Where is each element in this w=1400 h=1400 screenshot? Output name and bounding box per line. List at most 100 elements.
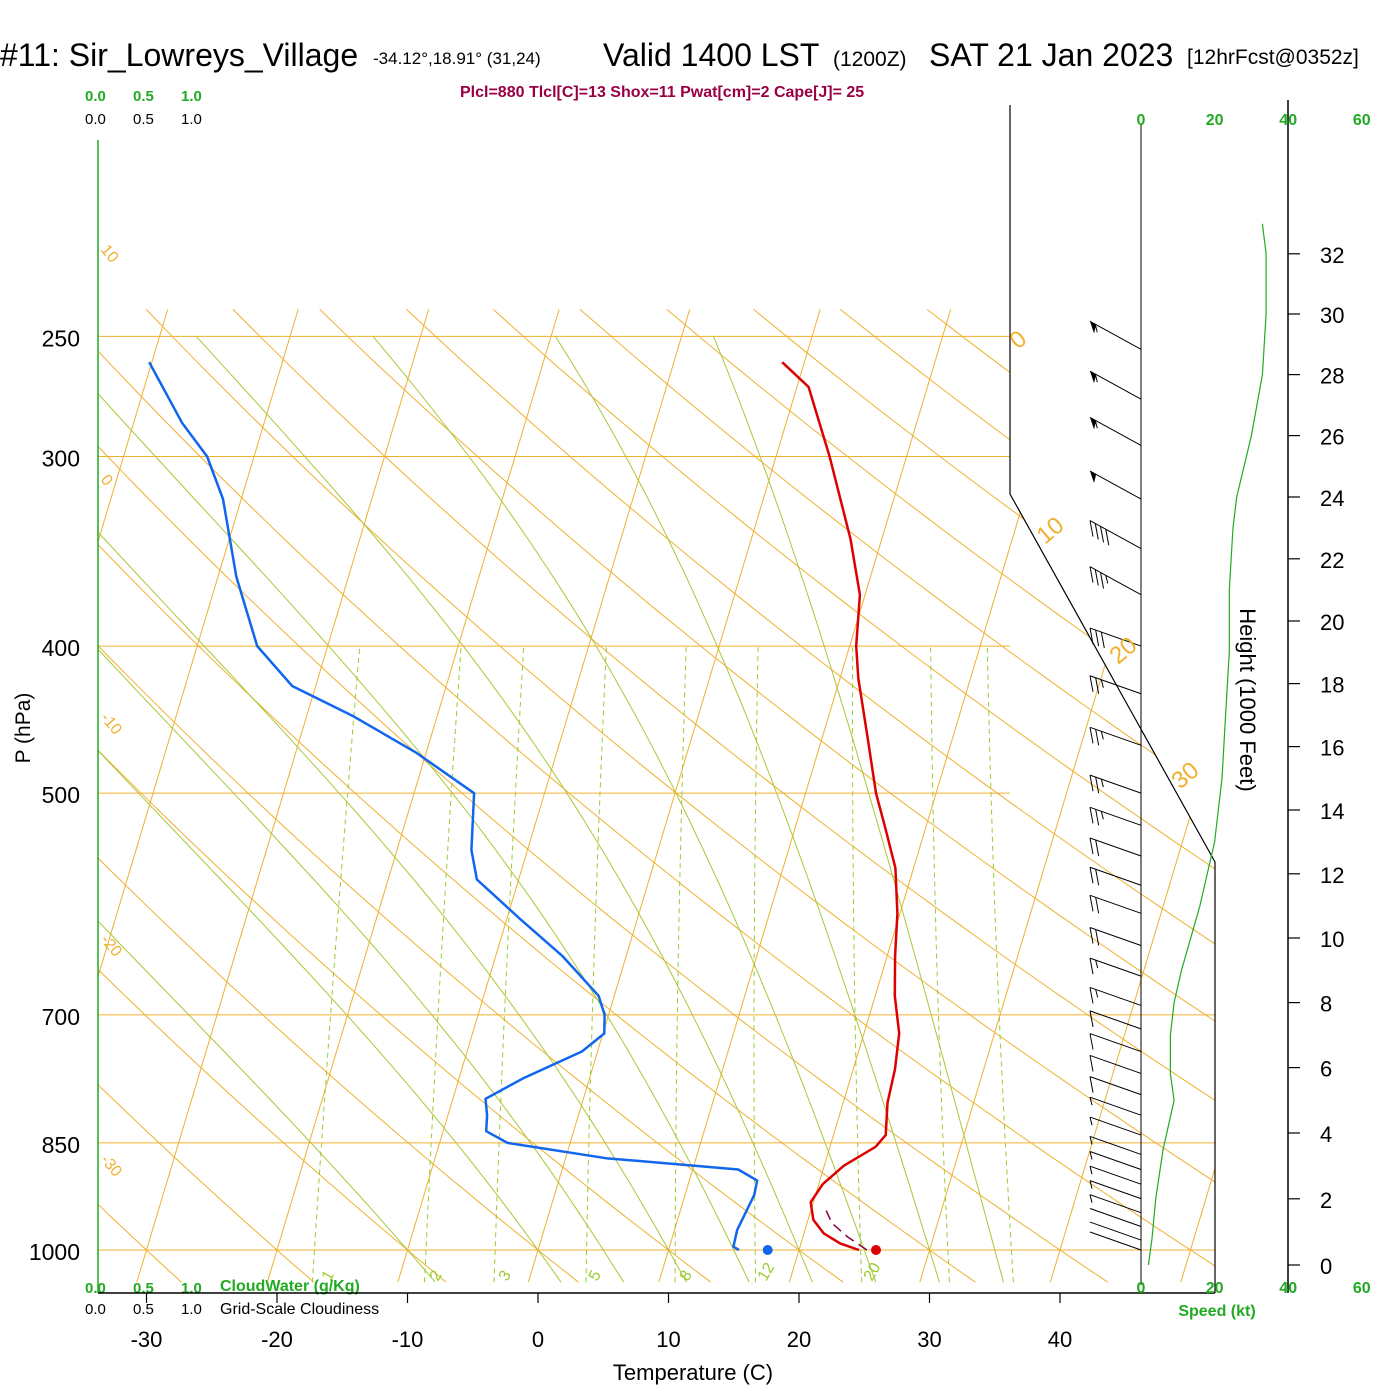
- wind-barb: [1089, 837, 1142, 857]
- wind-barb-staff: [1089, 986, 1142, 1006]
- wind-barb-staff: [1089, 1231, 1142, 1251]
- wind-barb-staff: [1089, 470, 1142, 500]
- cloudwater-label: CloudWater (g/Kg): [220, 1278, 360, 1295]
- wind-barb-full: [1089, 675, 1094, 692]
- isotherm-line: [919, 309, 1213, 1283]
- dry-adiabat-line: [98, 309, 1215, 1283]
- cloudiness-bottom-05: 0.5: [133, 1301, 154, 1318]
- cloudiness-label: Grid-Scale Cloudiness: [220, 1301, 379, 1318]
- isotherm-label: -30: [97, 1152, 125, 1181]
- mixing-ratio-label: 2: [427, 1268, 446, 1284]
- wind-barb-staff: [1089, 416, 1142, 446]
- wind-barb-staff: [1089, 774, 1142, 794]
- wind-barb: [1089, 1180, 1142, 1200]
- wind-barb-full: [1095, 929, 1100, 946]
- wind-barb-full: [1100, 631, 1105, 649]
- isotherm-line: [98, 309, 299, 1283]
- wind-barb-full: [1105, 529, 1110, 546]
- wind-barb: [1089, 370, 1142, 400]
- moist-adiabat-line: [98, 335, 625, 1283]
- dry-adiabat-line: [1361, 309, 1400, 1282]
- wind-barb-pennant: [1090, 417, 1097, 430]
- isotherm-line: [0, 309, 37, 1282]
- wind-barb-half: [1095, 989, 1099, 998]
- cloudiness-bottom-0: 0.0: [85, 1301, 106, 1318]
- moist-adiabat-line: [554, 336, 940, 1283]
- dry-adiabat-line: [839, 309, 1215, 1283]
- moist-adiabat-line: [98, 335, 562, 1283]
- height-tick-label: 20: [1320, 610, 1344, 635]
- wind-barb-half: [1089, 1151, 1093, 1160]
- dry-adiabat-line: [1187, 308, 1215, 1283]
- wind-barb-staff: [1089, 1076, 1142, 1096]
- wind-barb-full: [1094, 523, 1099, 540]
- wind-barb-full: [1094, 569, 1099, 586]
- wind-barb: [1089, 726, 1142, 746]
- pressure-tick-label: 850: [42, 1132, 80, 1158]
- valid-time: Valid 1400 LST: [603, 37, 819, 73]
- height-tick-label: 26: [1320, 425, 1344, 450]
- temperature-tick-label: 10: [656, 1327, 680, 1352]
- temperature-line: [781, 361, 901, 1252]
- speed-tick-label-bottom: 40: [1279, 1280, 1297, 1297]
- dry-adiabat-line: [98, 309, 1109, 1283]
- speed-tick-label-top: 60: [1353, 112, 1371, 129]
- height-tick-label: 16: [1320, 736, 1344, 761]
- wind-barb-staff: [1089, 627, 1142, 647]
- wind-barb-staff: [1089, 1010, 1142, 1030]
- valid-date: SAT 21 Jan 2023: [929, 37, 1173, 73]
- mixing-ratio-line: [493, 646, 525, 1283]
- cloudwater-bottom-0: 0.0: [85, 1280, 106, 1297]
- speed-tick-label-top: 20: [1206, 112, 1224, 129]
- wind-barb-staff: [1089, 1054, 1142, 1074]
- wind-barb-full: [1089, 837, 1094, 855]
- wind-barb: [1089, 1151, 1142, 1170]
- wind-barb-full: [1089, 1033, 1094, 1050]
- isotherm-line: [527, 309, 821, 1283]
- speed-tick-label-top: 0: [1137, 112, 1146, 129]
- wind-barb: [1089, 520, 1142, 550]
- wind-barb-full: [1100, 526, 1105, 543]
- speed-tick-label-bottom: 60: [1353, 1280, 1371, 1297]
- wind-barb-staff: [1089, 520, 1142, 550]
- wind-barb: [1089, 774, 1142, 794]
- speed-tick-label-bottom: 0: [1137, 1280, 1146, 1297]
- wind-barb-staff: [1089, 1116, 1142, 1136]
- dry-adiabat-line: [1013, 308, 1215, 1283]
- cloudiness-bottom-1: 1.0: [181, 1301, 202, 1318]
- wind-barb-staff: [1089, 837, 1142, 857]
- dry-adiabat-line: [319, 309, 1215, 1283]
- cloudwater-bottom-1: 1.0: [181, 1280, 202, 1297]
- wind-barb: [1089, 675, 1142, 695]
- wind-barb-full: [1089, 1055, 1094, 1072]
- mixing-ratio-line: [585, 646, 607, 1283]
- wind-barb-full: [1089, 807, 1094, 824]
- wind-barb-half: [1094, 420, 1098, 429]
- isotherm-line: [98, 309, 169, 1283]
- pressure-tick-label: 400: [42, 635, 80, 661]
- wind-barb-full: [1095, 729, 1100, 746]
- wind-barb-staff: [1089, 1180, 1142, 1200]
- wind-barb-full: [1089, 627, 1094, 645]
- dry-adiabat-line: [753, 309, 1215, 1283]
- forecast-info: [12hrFcst@0352z]: [1187, 46, 1359, 69]
- wind-barb-pennant: [1090, 321, 1097, 334]
- mixing-ratio-label: 20: [861, 1260, 885, 1284]
- wind-barb-staff: [1089, 566, 1142, 596]
- wind-barb-full: [1089, 987, 1094, 1004]
- wind-barb: [1089, 866, 1142, 886]
- dry-adiabat-line: [98, 309, 976, 1283]
- wind-barb-full: [1095, 809, 1100, 826]
- wind-barb: [1089, 1010, 1142, 1030]
- moist-adiabat-line: [713, 336, 1004, 1283]
- temperature-tick-label: 40: [1048, 1327, 1072, 1352]
- mixing-ratio-line: [986, 646, 1014, 1283]
- dry-adiabat-line: [492, 309, 1215, 1283]
- wind-barb-staff: [1089, 894, 1142, 914]
- wind-barb-full: [1095, 869, 1100, 886]
- temperature-tick-label: 20: [787, 1327, 811, 1352]
- wind-barb-pennant: [1090, 371, 1097, 384]
- wind-barb-half: [1100, 731, 1104, 740]
- wind-barb-staff: [1089, 320, 1142, 350]
